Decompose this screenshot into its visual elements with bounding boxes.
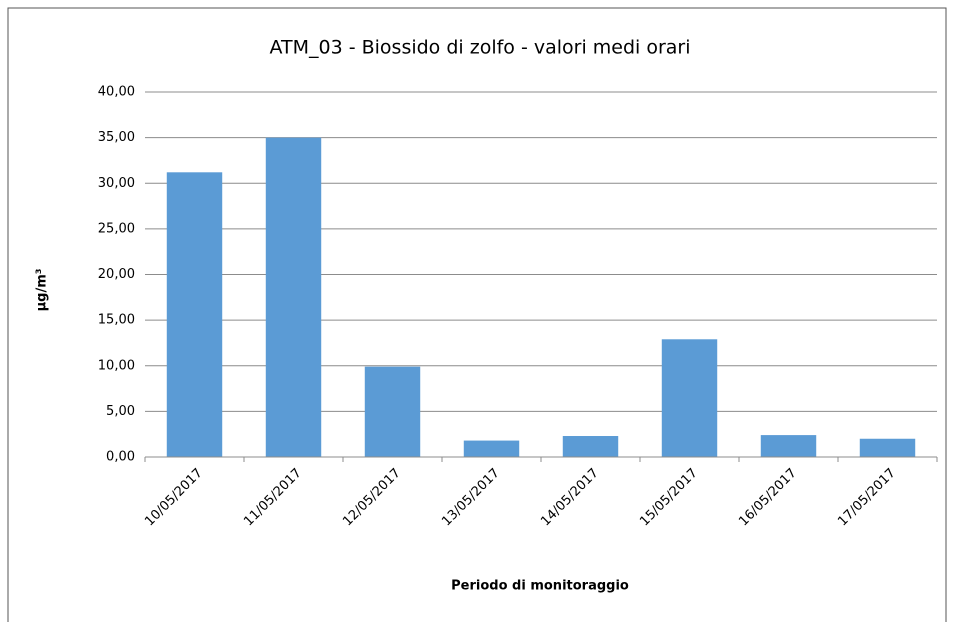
y-tick-label: 35,00 xyxy=(98,130,135,145)
chart-title: ATM_03 - Biossido di zolfo - valori medi… xyxy=(269,37,690,59)
bar xyxy=(463,440,520,457)
chart-frame xyxy=(7,7,947,622)
y-tick-label: 30,00 xyxy=(98,176,135,191)
bar xyxy=(364,366,421,457)
bar xyxy=(760,435,817,457)
y-tick-label: 5,00 xyxy=(106,404,135,419)
y-tick-label: 10,00 xyxy=(98,358,135,373)
y-tick-label: 15,00 xyxy=(98,313,135,328)
bar xyxy=(661,339,718,457)
y-tick-label: 25,00 xyxy=(98,221,135,236)
bar xyxy=(265,137,322,457)
y-axis-title: µg/m³ xyxy=(35,269,50,312)
y-tick-label: 0,00 xyxy=(106,450,135,465)
bar xyxy=(859,438,916,457)
x-axis-title: Periodo di monitoraggio xyxy=(451,579,629,594)
y-tick-label: 20,00 xyxy=(98,267,135,282)
bar xyxy=(562,436,619,457)
y-tick-label: 40,00 xyxy=(98,85,135,100)
bar xyxy=(166,172,223,458)
